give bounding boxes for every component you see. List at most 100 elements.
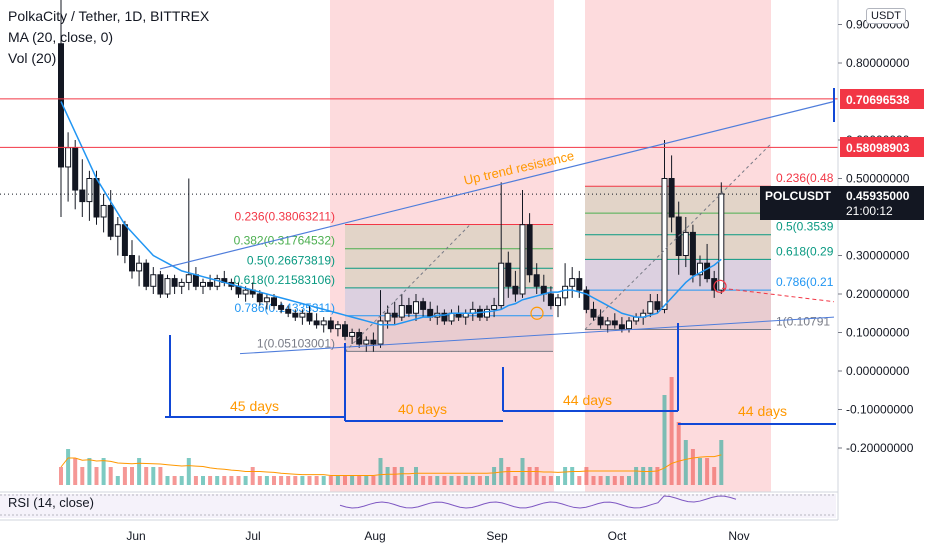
volume-bar xyxy=(321,476,326,485)
days-label-4: 44 days xyxy=(738,403,787,419)
volume-bar xyxy=(385,467,390,485)
candle-body xyxy=(405,305,412,314)
hline-label-2: 0.58098903 xyxy=(846,141,910,155)
volume-bar xyxy=(137,458,142,485)
volume-bar xyxy=(548,476,553,485)
volume-bar xyxy=(648,467,653,485)
volume-bar xyxy=(556,476,560,485)
candle-body xyxy=(512,285,519,295)
candle-body xyxy=(299,312,306,318)
fib-left-label: 0.382(0.31764532) xyxy=(234,234,335,248)
chart-legend: PolkaCity / Tether, 1D, BITTREX MA (20, … xyxy=(8,6,209,69)
volume-bar xyxy=(705,458,710,485)
time-tick-label: Jun xyxy=(126,529,145,543)
candle-body xyxy=(114,224,121,237)
candles-layer xyxy=(58,0,725,352)
volume-bar xyxy=(328,476,333,485)
volume-ma-line xyxy=(60,454,722,477)
rsi-line xyxy=(339,495,737,509)
candle-body xyxy=(214,278,221,287)
volume-bar xyxy=(534,467,539,485)
candle-body xyxy=(484,308,490,318)
volume-bar xyxy=(463,476,468,485)
candle-body xyxy=(413,301,419,314)
candle-body xyxy=(263,297,270,303)
volume-bar xyxy=(662,395,667,485)
candle-body xyxy=(697,262,703,276)
currency-button[interactable]: USDT xyxy=(866,8,906,24)
candle-body xyxy=(398,305,405,318)
price-tick-label: -0.10000000 xyxy=(846,403,914,417)
volume-bar xyxy=(712,467,717,485)
volume-layer xyxy=(59,377,724,485)
candle-body xyxy=(334,324,341,330)
volume-bar xyxy=(66,449,71,485)
volume-bar xyxy=(130,467,134,485)
axis-layer: 0.900000000.800000000.600000000.50000000… xyxy=(0,0,914,543)
candle-body xyxy=(689,231,696,276)
candle-body xyxy=(363,339,370,345)
volume-bar xyxy=(719,440,724,485)
volume-bar xyxy=(115,476,120,485)
candle-body xyxy=(526,224,533,276)
volume-bar xyxy=(94,467,99,485)
candle-body xyxy=(597,316,604,326)
uptrend-support-line xyxy=(239,316,835,355)
candle-body xyxy=(327,320,334,330)
price-tick-label: 0.00000000 xyxy=(846,364,910,378)
candle-body xyxy=(171,278,178,287)
candle-body xyxy=(384,312,391,322)
volume-bar xyxy=(477,476,482,485)
candle-body xyxy=(320,320,327,326)
candle-body xyxy=(313,320,320,326)
volume-bar xyxy=(378,458,383,485)
candle-body xyxy=(604,320,611,326)
candle-body xyxy=(718,193,725,291)
volume-bar xyxy=(676,422,681,485)
volume-bar xyxy=(577,476,582,485)
volume-bar xyxy=(279,476,284,485)
volume-bar xyxy=(669,377,674,485)
fib-right-diagonal xyxy=(584,143,772,330)
volume-bar xyxy=(179,476,184,485)
volume-bar xyxy=(165,476,170,485)
price-tick-label: 0.50000000 xyxy=(846,172,910,186)
volume-bar xyxy=(619,476,624,485)
volume-bar xyxy=(591,476,596,485)
volume-bar xyxy=(406,476,411,485)
candle-body xyxy=(79,189,86,203)
volume-bar xyxy=(364,476,369,485)
candle-body xyxy=(618,324,625,330)
volume-bar xyxy=(698,458,702,485)
touch-circle-1 xyxy=(530,306,544,320)
volume-bar xyxy=(257,476,262,485)
volume-bar xyxy=(350,476,355,485)
days-label-3: 44 days xyxy=(563,392,612,408)
time-tick-label: Aug xyxy=(364,529,385,543)
volume-bar xyxy=(243,476,248,485)
ma-indicator-label: MA (20, close, 0) xyxy=(8,29,114,45)
volume-bar xyxy=(690,449,695,485)
volume-bar xyxy=(428,476,433,485)
candle-body xyxy=(547,293,554,307)
candle-body xyxy=(661,178,668,310)
volume-bar xyxy=(634,467,639,485)
fib-left-zone xyxy=(345,224,553,249)
volume-bar xyxy=(293,476,298,485)
volume-bar xyxy=(264,476,269,485)
candle-body xyxy=(491,305,498,310)
volume-bar xyxy=(513,476,518,485)
fib-left-label: 0.5(0.26673819) xyxy=(247,253,335,267)
volume-bar xyxy=(456,476,461,485)
fib-right-label: 1(0.10791 xyxy=(776,314,830,328)
volume-bar xyxy=(421,476,426,485)
candle-body xyxy=(391,312,398,318)
candle-body xyxy=(562,285,569,299)
volume-bar xyxy=(641,467,646,485)
candle-body xyxy=(278,305,285,310)
uptrend-resistance-line xyxy=(159,100,835,270)
price-tick-label: -0.20000000 xyxy=(846,441,914,455)
rsi-label: RSI (14, close) xyxy=(8,495,94,510)
